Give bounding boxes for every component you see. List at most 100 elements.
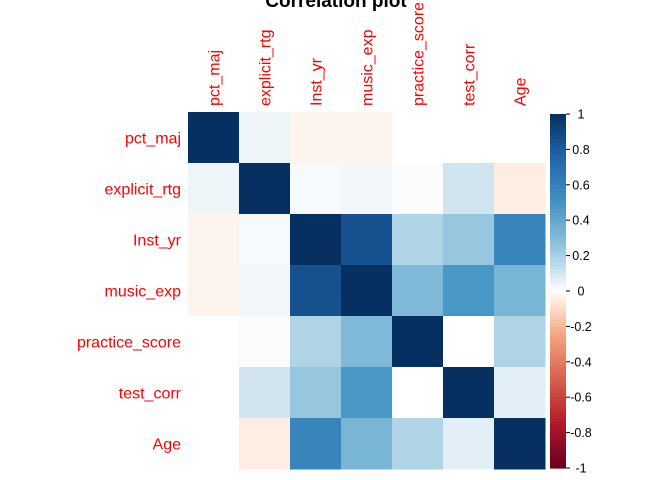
colorbar-segment: [550, 358, 566, 363]
heatmap-cell-music_exp-music_exp: [341, 265, 393, 317]
colorbar-segment: [550, 255, 566, 260]
heatmap-cell-practice_score-Age: [494, 316, 546, 368]
colorbar-segment: [550, 145, 566, 150]
heatmap-cell-explicit_rtg-Inst_yr: [290, 163, 342, 215]
colorbar-segment: [550, 340, 566, 345]
colorbar-segment: [550, 191, 566, 197]
heatmap-cell-practice_score-pct_maj: [188, 316, 240, 368]
colorbar-segment: [550, 160, 566, 165]
colorbar-tick-label: 0.6: [572, 178, 589, 192]
colorbar-segment: [550, 117, 566, 122]
column-labels: pct_maj explicit_rtg Inst_yr music_exp pract…: [207, 2, 530, 106]
colorbar-tick-label: 0.4: [572, 214, 589, 228]
colorbar-segment: [550, 425, 566, 430]
colorbar-segment: [550, 124, 566, 129]
heatmap-cell-test_corr-test_corr: [443, 367, 495, 419]
colorbar-segment: [550, 414, 566, 420]
heatmap-cell-test_corr-Inst_yr: [290, 367, 342, 419]
colorbar-segment: [550, 266, 566, 271]
colorbar-segment: [550, 177, 566, 182]
heatmap-cell-explicit_rtg-practice_score: [392, 163, 444, 215]
colorbar-segment: [550, 206, 566, 211]
colorbar-segment: [550, 298, 566, 303]
column-label-Age: Age: [513, 77, 530, 106]
colorbar-segment: [550, 397, 566, 402]
colorbar-segment: [550, 436, 566, 441]
colorbar-segment: [550, 202, 566, 207]
colorbar-segment: [550, 457, 566, 462]
colorbar-segment: [550, 152, 566, 158]
colorbar-segment: [550, 220, 566, 225]
colorbar-segment: [550, 446, 566, 451]
colorbar-segment: [550, 287, 566, 292]
colorbar-segment: [550, 135, 566, 140]
colorbar-segment: [550, 237, 566, 243]
row-label-pct_maj: pct_maj: [125, 131, 181, 148]
colorbar-segment: [550, 195, 566, 200]
colorbar-segment: [550, 170, 566, 175]
colorbar-segment: [550, 294, 566, 299]
heatmap-cell-Age-test_corr: [443, 418, 495, 470]
heatmap-cell-Inst_yr-Age: [494, 214, 546, 266]
colorbar-tick-label: -0.6: [570, 391, 592, 405]
colorbar-segment: [550, 276, 566, 281]
heatmap-cells: [188, 112, 546, 470]
row-label-explicit_rtg: explicit_rtg: [105, 182, 181, 199]
colorbar-tick-label: -0.4: [570, 355, 592, 369]
colorbar-tick-label: 1: [578, 108, 585, 122]
colorbar-segment: [550, 227, 566, 232]
colorbar-segment: [550, 163, 566, 168]
colorbar-segment: [550, 114, 566, 119]
heatmap-cell-pct_maj-Age: [494, 112, 546, 164]
colorbar-segment: [550, 252, 566, 257]
colorbar-segment: [550, 223, 566, 228]
colorbar-segment: [550, 315, 566, 320]
column-label-music_exp: music_exp: [360, 29, 377, 106]
row-label-practice_score: practice_score: [77, 335, 181, 352]
colorbar-segment: [550, 326, 566, 331]
colorbar-segment: [550, 351, 566, 356]
colorbar-segment: [550, 333, 566, 338]
heatmap-cell-test_corr-practice_score: [392, 367, 444, 419]
colorbar-segment: [550, 443, 566, 448]
heatmap-cell-music_exp-Inst_yr: [290, 265, 342, 317]
colorbar-segment: [550, 421, 566, 427]
colorbar-tick-label: 0.8: [572, 143, 589, 157]
colorbar-segment: [550, 379, 566, 384]
colorbar-segment: [550, 460, 566, 466]
colorbar-segment: [550, 283, 566, 289]
colorbar-segment: [550, 209, 566, 214]
colorbar-segment: [550, 234, 566, 239]
colorbar-segment: [550, 439, 566, 444]
colorbar-segment: [550, 280, 566, 285]
colorbar-segment: [550, 184, 566, 189]
colorbar-segment: [550, 411, 566, 416]
colorbar-segment: [550, 248, 566, 253]
heatmap-cell-explicit_rtg-pct_maj: [188, 163, 240, 215]
colorbar-tick-label: -0.8: [570, 426, 592, 440]
colorbar-segment: [550, 429, 566, 434]
colorbar-segment: [550, 329, 566, 335]
colorbar-segment: [550, 453, 566, 458]
colorbar-segment: [550, 305, 566, 310]
heatmap-cell-test_corr-music_exp: [341, 367, 393, 419]
colorbar-segment: [550, 322, 566, 327]
column-label-explicit_rtg: explicit_rtg: [258, 30, 275, 106]
heatmap-cell-explicit_rtg-Age: [494, 163, 546, 215]
colorbar-segment: [550, 400, 566, 405]
colorbar-segment: [550, 213, 566, 218]
colorbar-segment: [550, 244, 566, 250]
heatmap-cell-Age-Inst_yr: [290, 418, 342, 470]
heatmap-cell-music_exp-test_corr: [443, 265, 495, 317]
colorbar-segment: [550, 361, 566, 366]
column-label-practice_score: practice_score: [411, 2, 428, 106]
colorbar-segment: [550, 262, 566, 267]
heatmap-cell-Inst_yr-explicit_rtg: [239, 214, 291, 266]
heatmap-cell-pct_maj-music_exp: [341, 112, 393, 164]
heatmap-cell-explicit_rtg-test_corr: [443, 163, 495, 215]
heatmap-cell-Inst_yr-music_exp: [341, 214, 393, 266]
heatmap-cell-music_exp-Age: [494, 265, 546, 317]
colorbar-segment: [550, 368, 566, 374]
colorbar-segment: [550, 149, 566, 154]
row-label-Age: Age: [153, 437, 182, 454]
